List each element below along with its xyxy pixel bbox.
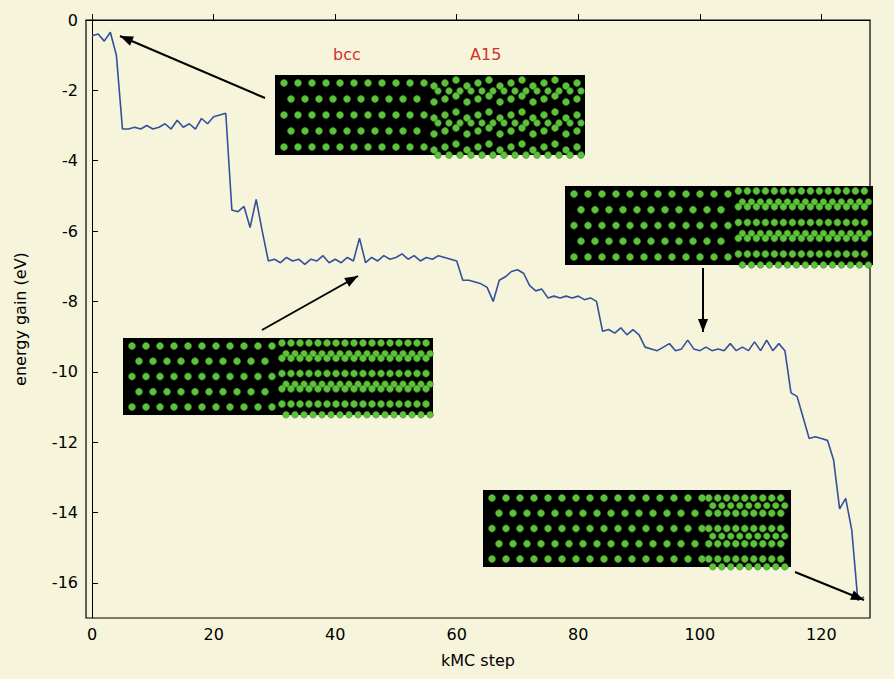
svg-text:100: 100 [685,625,716,644]
svg-text:0: 0 [87,625,97,644]
svg-text:120: 120 [806,625,837,644]
svg-text:-8: -8 [62,292,78,311]
svg-text:80: 80 [568,625,588,644]
svg-text:-10: -10 [52,362,78,381]
svg-text:-12: -12 [52,433,78,452]
svg-text:energy gain (eV): energy gain (eV) [11,252,30,386]
svg-text:A15: A15 [470,45,501,64]
svg-text:40: 40 [325,625,345,644]
svg-text:-14: -14 [52,503,78,522]
svg-text:bcc: bcc [333,45,361,64]
svg-text:20: 20 [203,625,223,644]
svg-text:kMC step: kMC step [441,651,515,670]
svg-text:0: 0 [68,11,78,30]
svg-text:-6: -6 [62,222,78,241]
svg-text:-2: -2 [62,81,78,100]
svg-text:60: 60 [447,625,467,644]
svg-text:-16: -16 [52,573,78,592]
svg-text:-4: -4 [62,151,78,170]
